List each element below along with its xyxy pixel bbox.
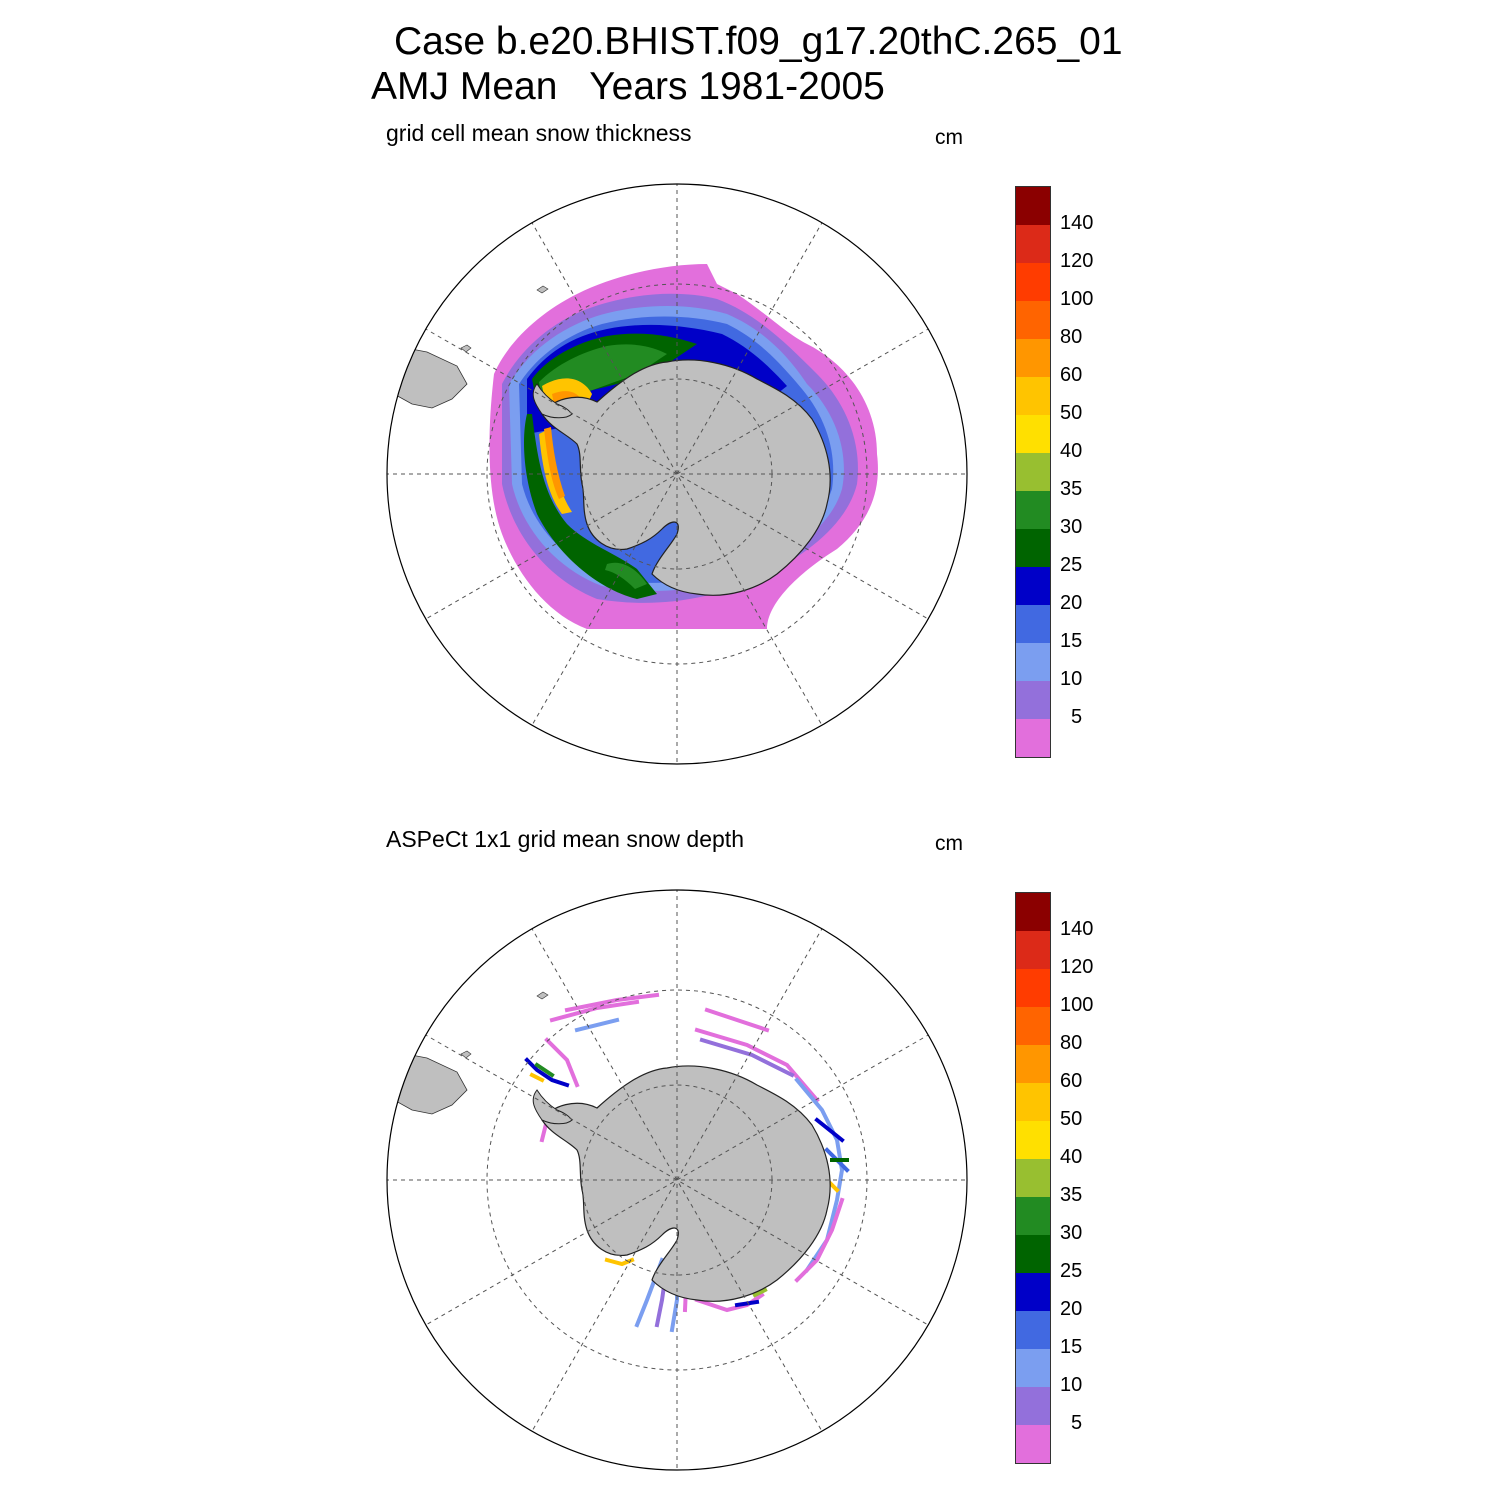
colorbar-swatch <box>1016 1007 1050 1045</box>
colorbar-swatch <box>1016 1235 1050 1273</box>
colorbar-swatch <box>1016 1083 1050 1121</box>
antarctica-landmass <box>541 1065 831 1302</box>
colorbar-tick-label: 40 <box>1060 1146 1083 1168</box>
panel2-title: ASPeCt 1x1 grid mean snow depth <box>386 826 744 852</box>
colorbar-2 <box>1015 892 1051 1464</box>
south-georgia-island <box>536 991 549 1000</box>
colorbar-tick-label: 20 <box>1060 592 1083 614</box>
colorbar-swatch <box>1016 225 1050 263</box>
colorbar-tick-label: 100 <box>1060 288 1094 310</box>
colorbar-swatch <box>1016 263 1050 301</box>
colorbar-swatch <box>1016 301 1050 339</box>
colorbar-1 <box>1015 186 1051 758</box>
colorbar-tick-label: 140 <box>1060 212 1094 234</box>
colorbar-swatch <box>1016 931 1050 969</box>
colorbar-tick-label: 10 <box>1060 1374 1083 1396</box>
colorbar-swatch <box>1016 1045 1050 1083</box>
colorbar1-segments <box>1016 187 1050 757</box>
colorbar-tick-label: 60 <box>1060 364 1083 386</box>
colorbar-tick-label: 120 <box>1060 250 1094 272</box>
colorbar-tick-label: 50 <box>1060 402 1083 424</box>
colorbar-tick-label: 30 <box>1060 1222 1083 1244</box>
snow-band-ross-green <box>605 562 647 589</box>
colorbar-swatch <box>1016 1197 1050 1235</box>
colorbar-swatch <box>1016 339 1050 377</box>
colorbar2-segments <box>1016 893 1050 1463</box>
colorbar-tick-label: 120 <box>1060 956 1094 978</box>
aspect-observation-map <box>386 889 968 1471</box>
colorbar-swatch <box>1016 681 1050 719</box>
colorbar-swatch <box>1016 529 1050 567</box>
colorbar-swatch <box>1016 567 1050 605</box>
colorbar-swatch <box>1016 1387 1050 1425</box>
colorbar-swatch <box>1016 491 1050 529</box>
colorbar-swatch <box>1016 1349 1050 1387</box>
colorbar-swatch <box>1016 415 1050 453</box>
colorbar-tick-label: 15 <box>1060 630 1083 652</box>
colorbar-tick-label: 10 <box>1060 668 1083 690</box>
colorbar-swatch <box>1016 1311 1050 1349</box>
colorbar-tick-label: 20 <box>1060 1298 1083 1320</box>
colorbar-swatch <box>1016 187 1050 225</box>
colorbar-tick-label: 35 <box>1060 478 1083 500</box>
colorbar-swatch <box>1016 643 1050 681</box>
colorbar-tick-label: 50 <box>1060 1108 1083 1130</box>
panel1-unit: cm <box>935 126 963 149</box>
colorbar-tick-label: 5 <box>1071 1412 1083 1434</box>
snow-band-amundsen <box>544 427 565 499</box>
south-georgia-island <box>536 285 549 294</box>
case-title: Case b.e20.BHIST.f09_g17.20thC.265_01 <box>394 20 1123 63</box>
colorbar-tick-label: 25 <box>1060 1260 1083 1282</box>
colorbar-swatch <box>1016 605 1050 643</box>
colorbar-tick-label: 60 <box>1060 1070 1083 1092</box>
colorbar-swatch <box>1016 1273 1050 1311</box>
model-snow-map <box>386 183 968 765</box>
colorbar-tick-label: 5 <box>1071 706 1083 728</box>
colorbar-swatch <box>1016 893 1050 931</box>
colorbar-swatch <box>1016 969 1050 1007</box>
colorbar-swatch <box>1016 453 1050 491</box>
colorbar-tick-label: 15 <box>1060 1336 1083 1358</box>
panel1-title: grid cell mean snow thickness <box>386 120 692 146</box>
antarctica-landmass <box>541 359 831 596</box>
antarctic-peninsula <box>532 1089 573 1125</box>
panel2-unit: cm <box>935 832 963 855</box>
antarctic-peninsula <box>532 383 573 419</box>
colorbar-tick-label: 100 <box>1060 994 1094 1016</box>
colorbar-tick-label: 80 <box>1060 326 1083 348</box>
colorbar-tick-label: 40 <box>1060 440 1083 462</box>
colorbar-tick-label: 30 <box>1060 516 1083 538</box>
colorbar-swatch <box>1016 1121 1050 1159</box>
colorbar-tick-label: 25 <box>1060 554 1083 576</box>
period-title: AMJ Mean Years 1981-2005 <box>371 65 885 108</box>
colorbar-swatch <box>1016 719 1050 757</box>
falkland-islands <box>460 1050 472 1059</box>
colorbar-swatch <box>1016 377 1050 415</box>
colorbar-tick-label: 35 <box>1060 1184 1083 1206</box>
colorbar-tick-label: 80 <box>1060 1032 1083 1054</box>
colorbar-swatch <box>1016 1425 1050 1463</box>
colorbar-swatch <box>1016 1159 1050 1197</box>
falkland-islands <box>460 344 472 353</box>
colorbar-tick-label: 140 <box>1060 918 1094 940</box>
